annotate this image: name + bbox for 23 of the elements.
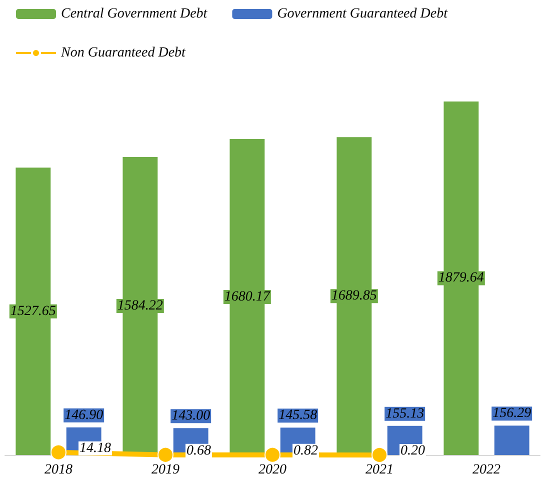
data-label: 1879.64 — [438, 270, 484, 286]
data-label: 1680.17 — [224, 289, 271, 304]
data-label: 1689.85 — [331, 288, 377, 304]
x-tick-label: 2019 — [152, 462, 180, 478]
legend-label: Government Guaranteed Debt — [277, 6, 449, 22]
x-tick-label: 2020 — [258, 462, 286, 478]
data-label: 145.58 — [278, 408, 318, 424]
data-label: 14.18 — [80, 440, 111, 456]
data-label: 146.90 — [64, 408, 104, 423]
data-label: 0.68 — [186, 443, 211, 458]
legend-label: Non Guaranteed Debt — [60, 46, 187, 60]
data-label: 155.13 — [386, 406, 424, 422]
bar — [494, 426, 530, 455]
data-label: 0.82 — [294, 443, 318, 458]
data-label: 156.29 — [492, 406, 532, 422]
x-tick-label: 2021 — [366, 462, 394, 478]
data-label: 0.20 — [400, 443, 425, 458]
x-tick-label: 2022 — [472, 462, 500, 478]
data-label: 143.00 — [172, 408, 210, 424]
legend-label: Central Government Debt — [61, 6, 208, 22]
data-label: 1527.65 — [10, 304, 56, 319]
x-tick-label: 2018 — [44, 462, 72, 478]
data-label: 1584.22 — [117, 298, 163, 314]
